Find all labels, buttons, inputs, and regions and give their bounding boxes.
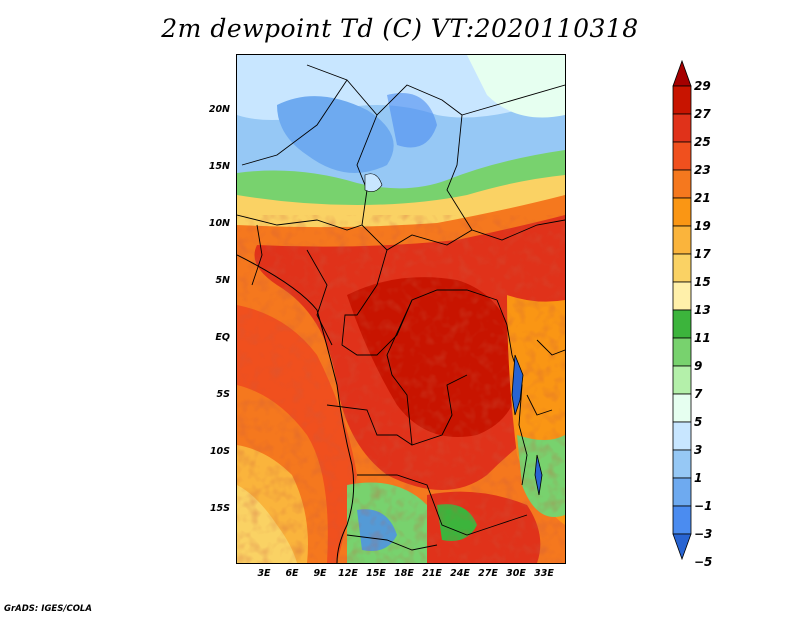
colorbar-tick-label: −1 (694, 499, 713, 513)
lat-label: 5N (215, 275, 230, 286)
grads-credit: GrADS: IGES/COLA (4, 604, 92, 614)
colorbar-tick-label: −3 (694, 527, 713, 541)
colorbar-swatch (672, 477, 692, 507)
colorbar-tick-label: 3 (694, 443, 703, 457)
colorbar-tick-label: 9 (694, 359, 703, 373)
colorbar-swatch (672, 281, 692, 311)
colorbar-swatch (672, 421, 692, 451)
lake-malawi (534, 454, 543, 496)
lake-chad (364, 173, 383, 192)
colorbar-tick-label: 15 (694, 275, 711, 289)
lon-label: 12E (338, 568, 358, 579)
colorbar-swatch (672, 113, 692, 143)
lat-label: EQ (215, 332, 230, 343)
colorbar-swatch (672, 449, 692, 479)
lon-label: 3E (257, 568, 271, 579)
colorbar-tick-label: 23 (694, 163, 711, 177)
colorbar-tick-label: 19 (694, 219, 711, 233)
country-borders (237, 64, 565, 551)
coastline (237, 254, 355, 563)
colorbar-swatch (672, 365, 692, 395)
lon-label: 9E (313, 568, 327, 579)
colorbar-swatch (672, 141, 692, 171)
lon-label: 6E (285, 568, 299, 579)
lake-tanganyika (511, 354, 524, 416)
lon-label: 27E (478, 568, 498, 579)
colorbar-swatch (672, 85, 692, 115)
colorbar-tick-label: 21 (694, 191, 711, 205)
lon-label: 15E (366, 568, 386, 579)
lon-label: 21E (422, 568, 442, 579)
colorbar-tick-label: 13 (694, 303, 711, 317)
colorbar-swatch (672, 60, 692, 87)
lon-label: 24E (450, 568, 470, 579)
colorbar-swatch (672, 505, 692, 535)
colorbar-tick-label: 29 (694, 79, 711, 93)
lat-label: 20N (208, 104, 230, 115)
colorbar-swatch (672, 197, 692, 227)
dewpoint-field (237, 55, 565, 563)
colorbar-tick-label: 11 (694, 331, 711, 345)
map-title: 2m dewpoint Td (C) VT:2020110318 (161, 14, 639, 43)
colorbar-tick-label: 1 (694, 471, 703, 485)
lon-label: 30E (506, 568, 526, 579)
lat-label: 10S (209, 446, 230, 457)
colorbar-tick-label: −5 (694, 555, 713, 569)
colorbar-swatch (672, 393, 692, 423)
colorbar-tick-label: 27 (694, 107, 711, 121)
colorbar-swatch (672, 533, 692, 560)
lat-label: 5S (216, 389, 230, 400)
colorbar-swatch (672, 309, 692, 339)
colorbar (672, 60, 692, 560)
colorbar-tick-label: 7 (694, 387, 703, 401)
colorbar-swatch (672, 337, 692, 367)
lat-label: 10N (208, 218, 230, 229)
lon-label: 18E (394, 568, 414, 579)
colorbar-tick-label: 25 (694, 135, 711, 149)
colorbar-tick-label: 17 (694, 247, 711, 261)
lon-label: 33E (534, 568, 554, 579)
map-panel (236, 54, 566, 564)
lat-label: 15S (209, 503, 230, 514)
colorbar-tick-label: 5 (694, 415, 703, 429)
colorbar-swatch (672, 169, 692, 199)
lat-label: 15N (208, 161, 230, 172)
colorbar-swatch (672, 225, 692, 255)
colorbar-swatch (672, 253, 692, 283)
